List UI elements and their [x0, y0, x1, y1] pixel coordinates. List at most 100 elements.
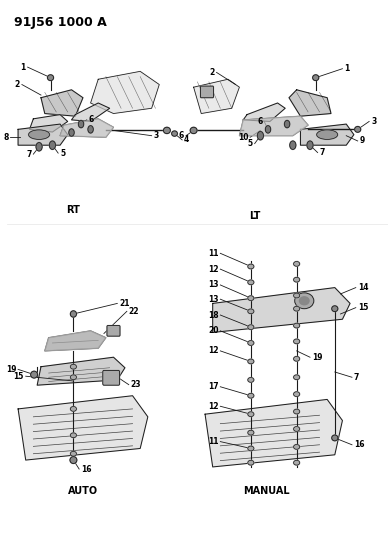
Ellipse shape [332, 306, 338, 312]
Ellipse shape [295, 293, 314, 309]
Ellipse shape [294, 409, 300, 414]
Ellipse shape [70, 433, 77, 438]
Text: 13: 13 [208, 280, 219, 289]
Ellipse shape [355, 126, 361, 132]
Circle shape [69, 129, 74, 136]
FancyBboxPatch shape [103, 370, 120, 385]
Ellipse shape [248, 377, 254, 382]
Circle shape [290, 141, 296, 149]
Text: 13: 13 [208, 295, 219, 304]
Ellipse shape [317, 130, 338, 140]
Text: 6: 6 [179, 131, 184, 140]
Text: 6: 6 [257, 117, 262, 126]
Ellipse shape [248, 430, 254, 435]
Text: 18: 18 [208, 311, 219, 319]
Text: 8: 8 [3, 133, 9, 142]
Ellipse shape [294, 293, 300, 298]
Ellipse shape [70, 311, 77, 317]
Text: 11: 11 [208, 437, 219, 446]
Ellipse shape [294, 357, 300, 361]
Ellipse shape [248, 309, 254, 314]
Text: 4: 4 [184, 135, 189, 144]
Text: 16: 16 [81, 465, 91, 473]
Text: 19: 19 [6, 365, 16, 374]
Polygon shape [18, 124, 68, 145]
Ellipse shape [248, 280, 254, 285]
Text: 9: 9 [360, 136, 365, 146]
Text: 15: 15 [13, 372, 24, 381]
Text: 15: 15 [358, 303, 368, 312]
Circle shape [78, 120, 84, 128]
Ellipse shape [248, 264, 254, 269]
Text: 7: 7 [26, 150, 31, 159]
Polygon shape [239, 116, 308, 136]
Polygon shape [213, 288, 350, 333]
Text: 91J56 1000 A: 91J56 1000 A [14, 16, 107, 29]
Polygon shape [289, 90, 331, 116]
Circle shape [257, 132, 264, 140]
Text: 12: 12 [208, 265, 219, 273]
FancyBboxPatch shape [107, 326, 120, 336]
Polygon shape [41, 90, 83, 116]
Circle shape [307, 141, 313, 149]
Ellipse shape [294, 277, 300, 282]
Ellipse shape [70, 457, 77, 464]
Ellipse shape [294, 262, 300, 266]
Text: 2: 2 [15, 80, 20, 89]
Polygon shape [243, 103, 285, 122]
Polygon shape [91, 71, 159, 114]
Ellipse shape [294, 461, 300, 465]
Ellipse shape [248, 341, 254, 345]
Ellipse shape [70, 365, 77, 369]
Ellipse shape [248, 446, 254, 451]
Text: 22: 22 [129, 307, 139, 316]
Ellipse shape [294, 339, 300, 344]
Ellipse shape [70, 375, 77, 379]
Text: 19: 19 [312, 353, 323, 362]
Circle shape [36, 142, 42, 151]
Ellipse shape [190, 127, 197, 134]
Text: 17: 17 [208, 382, 219, 391]
Polygon shape [45, 331, 106, 351]
Polygon shape [30, 115, 68, 132]
Text: 16: 16 [354, 440, 364, 449]
Text: 20: 20 [208, 326, 219, 335]
Text: 12: 12 [208, 402, 219, 411]
Ellipse shape [294, 445, 300, 449]
Ellipse shape [294, 392, 300, 397]
Ellipse shape [300, 297, 309, 305]
Ellipse shape [70, 451, 77, 456]
Text: 21: 21 [119, 299, 130, 308]
Circle shape [284, 120, 290, 128]
Text: 14: 14 [358, 283, 368, 292]
Text: 10: 10 [238, 133, 248, 142]
Polygon shape [60, 119, 113, 138]
Ellipse shape [294, 323, 300, 328]
Text: 2: 2 [209, 68, 215, 77]
Text: MANUAL: MANUAL [243, 486, 289, 496]
Text: 1: 1 [344, 64, 350, 73]
Ellipse shape [248, 359, 254, 364]
Text: 11: 11 [208, 249, 219, 258]
Ellipse shape [294, 375, 300, 379]
Ellipse shape [248, 296, 254, 301]
Circle shape [88, 126, 93, 133]
Ellipse shape [248, 325, 254, 329]
Polygon shape [194, 79, 239, 114]
Polygon shape [37, 357, 125, 385]
Polygon shape [300, 124, 354, 145]
Ellipse shape [172, 131, 178, 136]
Ellipse shape [294, 426, 300, 431]
FancyBboxPatch shape [201, 86, 213, 98]
Text: 5: 5 [60, 149, 65, 158]
Text: 7: 7 [354, 373, 359, 382]
Text: LT: LT [249, 212, 260, 221]
Ellipse shape [294, 306, 300, 311]
Ellipse shape [47, 75, 54, 80]
Ellipse shape [248, 461, 254, 465]
Text: 7: 7 [319, 148, 325, 157]
Ellipse shape [248, 412, 254, 417]
Ellipse shape [163, 127, 170, 134]
Polygon shape [72, 103, 109, 122]
Polygon shape [18, 395, 148, 460]
